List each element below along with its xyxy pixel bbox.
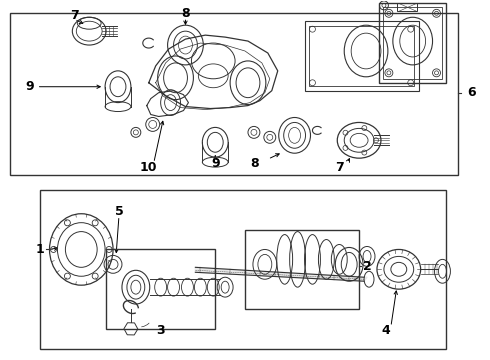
Bar: [397, 3, 416, 11]
Text: 9: 9: [211, 157, 220, 170]
Bar: [305, 21, 418, 91]
Text: 4: 4: [382, 324, 390, 337]
Text: 2: 2: [363, 260, 371, 273]
Bar: [383, 7, 442, 79]
Text: 7: 7: [335, 161, 343, 174]
Bar: [245, 230, 359, 309]
Text: 5: 5: [115, 205, 123, 218]
Text: 8: 8: [181, 7, 190, 20]
Text: 1: 1: [35, 243, 44, 256]
Text: 9: 9: [25, 80, 34, 93]
Text: 10: 10: [140, 161, 157, 174]
Bar: [40, 190, 446, 349]
Text: 7: 7: [70, 9, 79, 22]
Bar: [10, 13, 458, 175]
Bar: [310, 26, 414, 86]
Text: 8: 8: [250, 157, 259, 170]
Bar: [379, 3, 446, 83]
Polygon shape: [196, 267, 367, 281]
Text: 3: 3: [156, 324, 165, 337]
Text: 6: 6: [467, 86, 476, 99]
Bar: [106, 249, 215, 329]
